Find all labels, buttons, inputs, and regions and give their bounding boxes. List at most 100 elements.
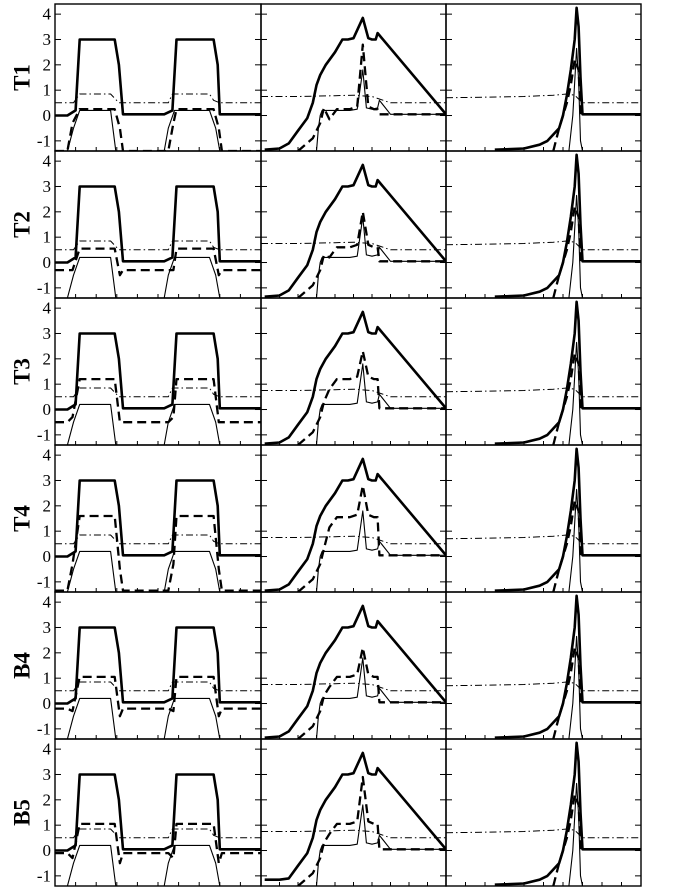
- y-tick-label: 1: [43, 81, 52, 100]
- series-dashdot: [446, 93, 641, 104]
- y-tick-label: -1: [37, 866, 51, 885]
- y-tick-label: 1: [43, 669, 52, 688]
- panel-frame: [54, 3, 262, 152]
- series-thin: [66, 256, 221, 298]
- series-dashdot: [446, 681, 641, 692]
- y-tick-label: 3: [43, 618, 52, 637]
- panel: [445, 444, 642, 593]
- y-tick-label: 3: [43, 177, 52, 196]
- y-tick-label: 0: [43, 547, 52, 566]
- series-dashdot: [446, 534, 641, 545]
- series-dashdot: [55, 681, 261, 692]
- y-tick-label: 0: [43, 841, 52, 860]
- panel-frame: [54, 738, 262, 887]
- panel-row: T1 -1 0 1 2 3 4: [10, 3, 642, 152]
- y-tick-label: 0: [43, 106, 52, 125]
- y-tick-label: 3: [43, 324, 52, 343]
- panel: [260, 591, 447, 740]
- series-dashed: [55, 377, 261, 424]
- series-dashed: [552, 205, 641, 298]
- series-dashed: [297, 646, 446, 739]
- series-thin: [66, 109, 221, 151]
- y-tick-label: -1: [37, 719, 51, 738]
- panel-row: B4 -1 0 1 2 3 4: [10, 591, 642, 740]
- series-thin: [315, 510, 446, 592]
- panel-frame: [54, 150, 262, 299]
- panel: [445, 3, 642, 152]
- series-bold: [264, 457, 446, 592]
- y-tick-label: 0: [43, 253, 52, 272]
- y-tick-label: 3: [43, 765, 52, 784]
- series-bold: [55, 626, 261, 705]
- row-label: T4: [10, 505, 35, 532]
- series-bold: [264, 751, 446, 882]
- series-dashdot: [55, 93, 261, 104]
- panel-frame: [260, 444, 447, 593]
- y-tick-label: 2: [43, 349, 52, 368]
- panel-frame: [445, 150, 642, 299]
- panel: [445, 591, 642, 740]
- y-tick-label: 2: [43, 790, 52, 809]
- row-label: T3: [10, 358, 35, 385]
- panel: [54, 3, 262, 152]
- panel: [260, 444, 447, 593]
- series-dashed: [55, 514, 261, 592]
- y-tick-label: 4: [43, 593, 52, 612]
- y-tick-label: 1: [43, 522, 52, 541]
- series-dashdot: [446, 387, 641, 398]
- panel: [260, 297, 447, 446]
- panel: [445, 297, 642, 446]
- series-bold: [55, 479, 261, 558]
- series-bold: [264, 16, 446, 151]
- panel-frame: [445, 444, 642, 593]
- series-bold: [494, 447, 641, 592]
- series-dashdot: [261, 535, 446, 545]
- series-dashdot: [55, 240, 261, 251]
- panel-frame: [445, 3, 642, 152]
- series-dashdot: [55, 387, 261, 398]
- y-tick-label: 4: [43, 446, 52, 465]
- series-bold: [264, 163, 446, 298]
- series-dashdot: [55, 534, 261, 545]
- series-bold: [264, 604, 446, 739]
- panel: [54, 591, 262, 740]
- panel-row: T4 -1 0 1 2 3 4: [10, 444, 642, 593]
- series-dashdot: [261, 682, 446, 692]
- series-thin: [315, 216, 446, 298]
- series-bold: [55, 38, 261, 117]
- series-bold: [494, 6, 641, 151]
- series-thin: [66, 403, 221, 445]
- series-dashed: [55, 675, 261, 718]
- y-tick-label: 3: [43, 30, 52, 49]
- y-tick-label: 0: [43, 400, 52, 419]
- y-tick-label: 4: [43, 299, 52, 318]
- series-dashdot: [55, 828, 261, 839]
- y-tick-label: -1: [37, 425, 51, 444]
- series-dashed: [552, 646, 641, 739]
- series-dashed: [297, 775, 446, 886]
- series-dashed: [552, 499, 641, 592]
- y-tick-label: 0: [43, 694, 52, 713]
- panel-frame: [260, 297, 447, 446]
- row-label: T2: [10, 211, 35, 238]
- series-bold: [55, 185, 261, 264]
- panel: [54, 738, 262, 887]
- panel-frame: [445, 297, 642, 446]
- panel-frame: [54, 591, 262, 740]
- series-dashdot: [261, 241, 446, 251]
- series-dashed: [552, 793, 641, 886]
- series-bold: [264, 310, 446, 445]
- panel: [260, 738, 447, 887]
- panel-frame: [445, 738, 642, 887]
- panel: [260, 150, 447, 299]
- y-tick-label: 3: [43, 471, 52, 490]
- panel-frame: [260, 591, 447, 740]
- y-tick-label: 2: [43, 55, 52, 74]
- y-tick-label: 4: [43, 152, 52, 171]
- panel-frame: [260, 3, 447, 152]
- row-label: B5: [10, 799, 35, 826]
- series-thin: [66, 550, 221, 592]
- row-label: T1: [10, 64, 35, 91]
- panel-frame: [445, 591, 642, 740]
- series-dashed: [297, 484, 446, 592]
